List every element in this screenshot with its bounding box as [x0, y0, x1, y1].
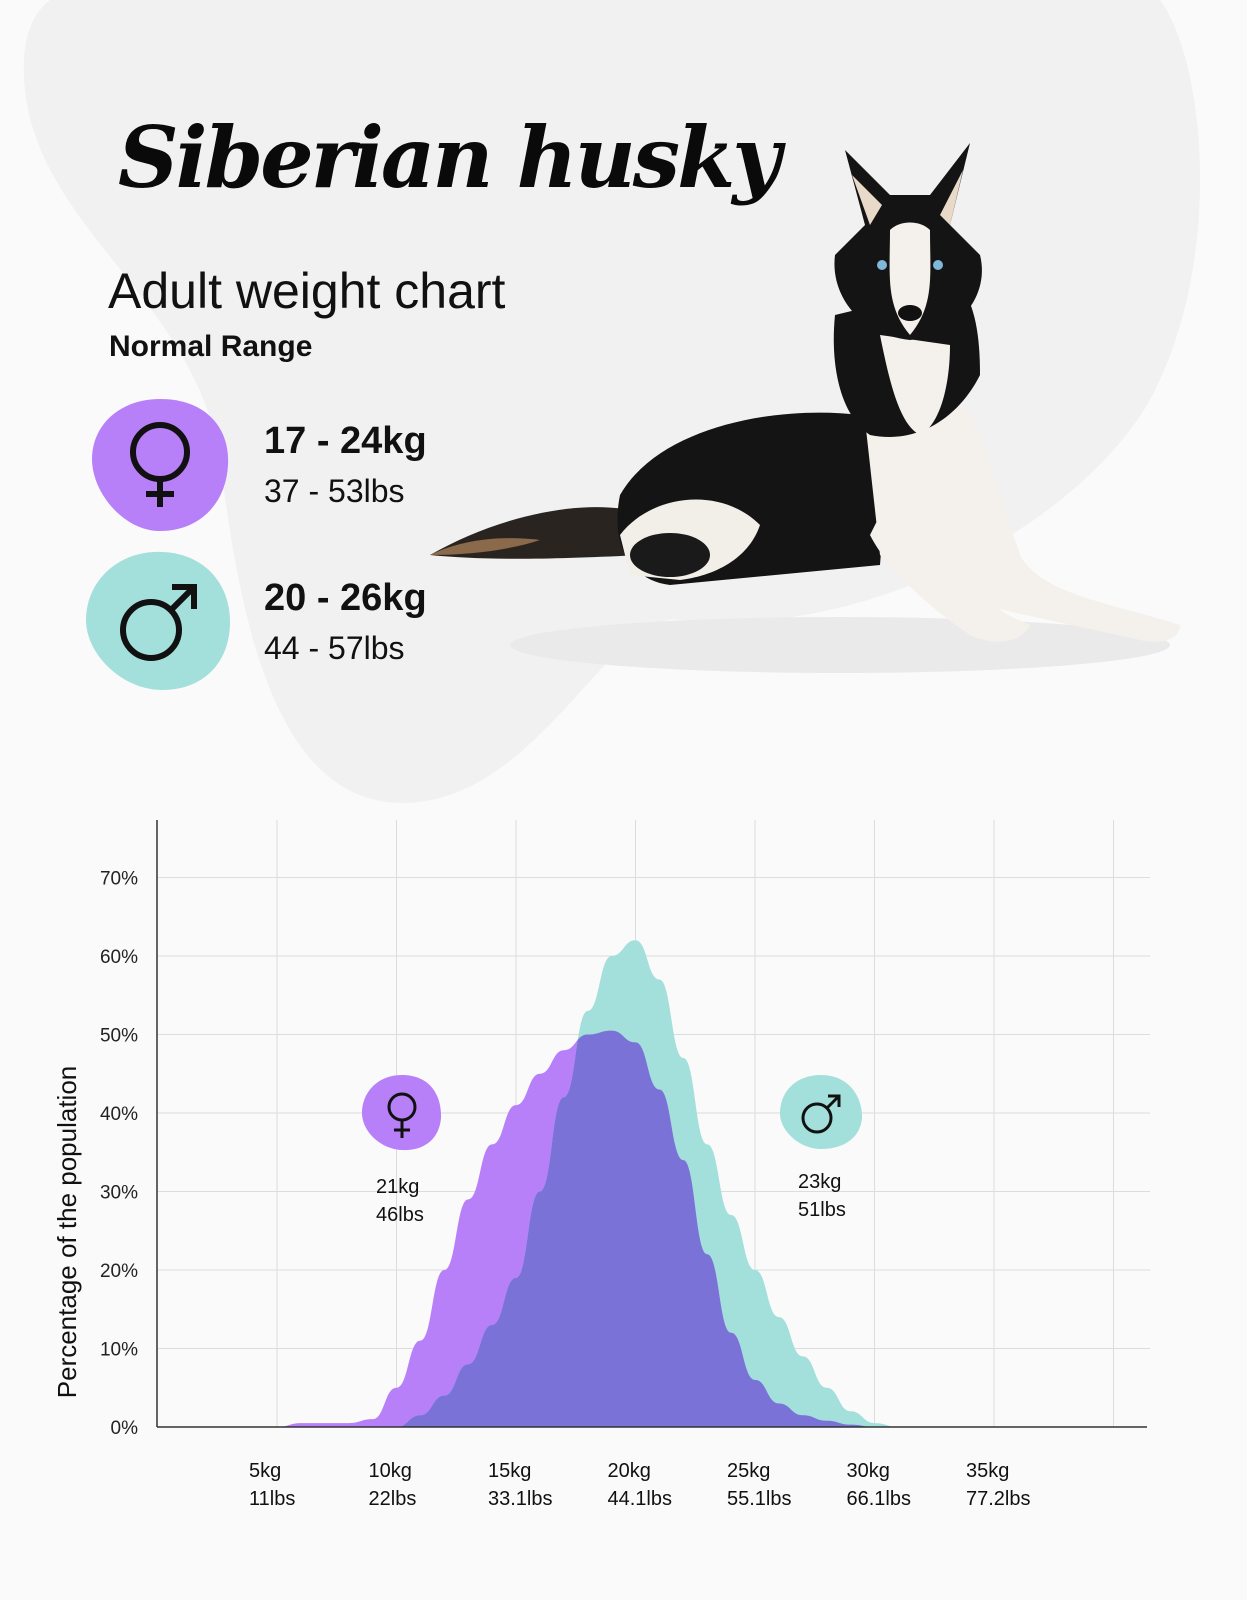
- husky-dog-image: [430, 143, 1180, 673]
- annotation-lbs: 51lbs: [798, 1199, 846, 1221]
- x-tick-kg: 20kg: [608, 1460, 651, 1482]
- female-range: 17 - 24kg 37 - 53lbs: [264, 418, 427, 514]
- normal-range-label: Normal Range: [109, 330, 313, 363]
- male-range-lbs: 44 - 57lbs: [264, 630, 405, 666]
- chart-areas: [277, 940, 899, 1427]
- x-tick-lbs: 11lbs: [249, 1488, 295, 1510]
- female-badge: [92, 399, 229, 531]
- chart-annotations: 21kg 46lbs 23kg 51lbs: [362, 1075, 863, 1226]
- x-tick-lbs: 22lbs: [369, 1488, 417, 1510]
- y-tick-label: 50%: [100, 1026, 138, 1047]
- male-range-kg: 20 - 26kg: [264, 577, 427, 619]
- male-symbol-icon: [801, 1094, 841, 1134]
- x-tick-kg: 30kg: [847, 1460, 890, 1482]
- male-badge: [86, 551, 230, 690]
- chart-subtitle: Adult weight chart: [108, 263, 506, 319]
- y-axis-title: Percentage of the population: [52, 1066, 82, 1398]
- chart-labels: 0% 10% 20% 30% 40% 50% 60% 70% 5kg 11lbs 10kg 22lbs…: [52, 869, 1031, 1511]
- y-tick-label: 70%: [100, 869, 138, 890]
- annotation-kg: 23kg: [798, 1171, 841, 1193]
- y-tick-label: 10%: [100, 1340, 138, 1361]
- male-annotation-shape: [779, 1075, 863, 1149]
- overlap-area: [396, 1030, 875, 1427]
- female-range-kg: 17 - 24kg: [264, 420, 427, 462]
- female-symbol-icon: [130, 422, 190, 507]
- y-tick-label: 30%: [100, 1183, 138, 1204]
- female-annotation-shape: [362, 1075, 442, 1151]
- male-symbol-arrow: [828, 1094, 841, 1107]
- y-tick-label: 40%: [100, 1104, 138, 1125]
- annotation-kg: 21kg: [376, 1176, 419, 1198]
- x-tick-kg: 10kg: [369, 1460, 412, 1482]
- x-tick-kg: 5kg: [249, 1460, 281, 1482]
- x-tick-lbs: 33.1lbs: [488, 1488, 553, 1510]
- male-range: 20 - 26kg 44 - 57lbs: [264, 575, 427, 671]
- y-tick-label: 60%: [100, 947, 138, 968]
- x-tick-kg: 15kg: [488, 1460, 531, 1482]
- male-symbol-shaft: [825, 1094, 841, 1110]
- x-tick-kg: 35kg: [966, 1460, 1009, 1482]
- female-range-lbs: 37 - 53lbs: [264, 473, 405, 509]
- y-tick-label: 20%: [100, 1261, 138, 1282]
- x-tick-lbs: 44.1lbs: [608, 1488, 673, 1510]
- chart-axes: [156, 820, 1147, 1428]
- annotation-lbs: 46lbs: [376, 1204, 424, 1226]
- x-tick-kg: 25kg: [727, 1460, 770, 1482]
- page-title: Siberian husky: [118, 108, 781, 207]
- x-tick-lbs: 55.1lbs: [727, 1488, 792, 1510]
- male-symbol-ring: [801, 1102, 833, 1134]
- male-symbol-icon: [120, 584, 197, 661]
- y-tick-label: 0%: [111, 1418, 139, 1439]
- female-symbol-icon: [387, 1092, 417, 1138]
- weight-distribution-chart: 0% 10% 20% 30% 40% 50% 60% 70% 5kg 11lbs 10kg 22lbs…: [52, 820, 1150, 1511]
- x-tick-lbs: 77.2lbs: [966, 1488, 1031, 1510]
- x-tick-lbs: 66.1lbs: [847, 1488, 912, 1510]
- female-annotation-badge: [362, 1075, 442, 1151]
- male-annotation-badge: [779, 1075, 863, 1149]
